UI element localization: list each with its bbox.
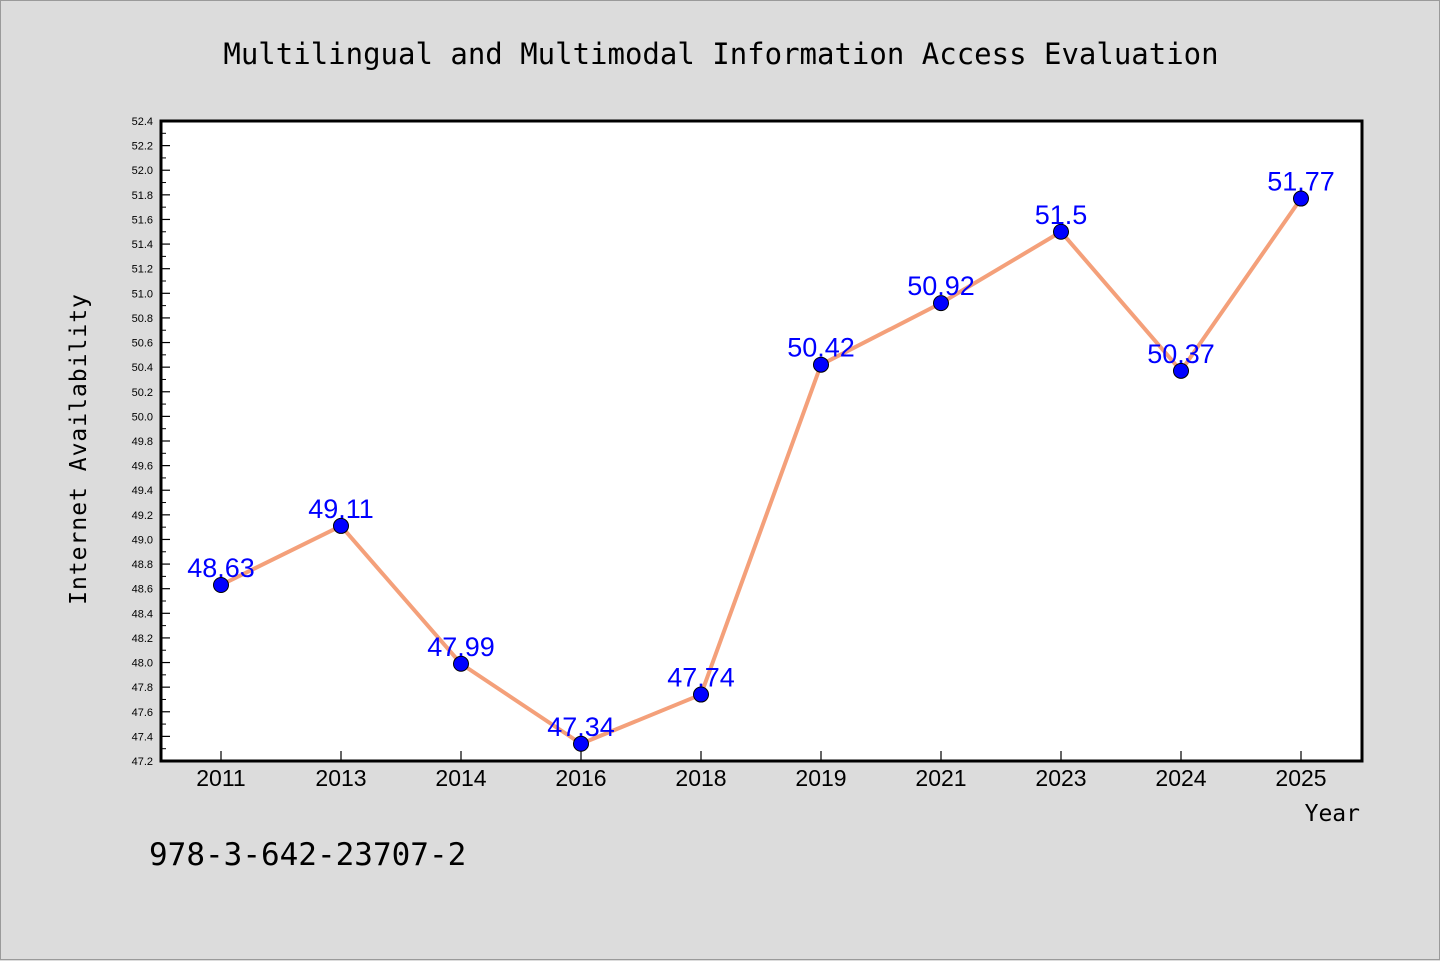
data-point: [453, 655, 469, 672]
data-labels-group: 48.63 49.11 47.99 47.34 47.74 50.42 50.92 51.5 5…: [187, 167, 1335, 742]
data-point: [693, 686, 709, 703]
series-line-group: [213, 190, 1309, 752]
y-tick-label: 48.8: [132, 559, 153, 571]
data-label: 51.77: [1267, 167, 1335, 197]
y-tick-label: 51.2: [132, 264, 153, 276]
x-tick-label: 2016: [555, 765, 606, 791]
y-tick-label: 50.6: [132, 338, 153, 350]
y-tick-label: 48.6: [132, 584, 153, 596]
data-label: 50.42: [787, 333, 855, 363]
x-axis-label: Year: [1305, 801, 1360, 827]
data-point: [813, 356, 829, 373]
y-tick-label: 50.8: [132, 313, 153, 325]
y-tick-label: 47.6: [132, 707, 153, 719]
y-tick-label: 51.0: [132, 288, 153, 300]
data-label: 47.99: [427, 632, 495, 662]
data-label: 49.11: [308, 494, 374, 524]
y-tick-label: 52.2: [132, 141, 153, 153]
x-tick-label: 2021: [915, 765, 966, 791]
data-point: [333, 517, 349, 534]
data-point: [1053, 223, 1069, 240]
data-label: 47.34: [547, 712, 615, 742]
y-tick-label: 50.2: [132, 387, 153, 399]
data-point: [573, 735, 589, 752]
y-axis: 47.2 47.4 47.6 47.8 48.0 48.2 48.4 48.6 48.8 49.0…: [132, 116, 170, 768]
plot-area: [159, 119, 1364, 763]
y-tick-label: 48.0: [132, 658, 153, 670]
y-tick-label: 52.4: [132, 116, 153, 128]
y-tick-label: 49.4: [132, 485, 153, 497]
y-tick-label: 50.4: [132, 362, 153, 374]
y-tick-label: 47.2: [132, 756, 153, 768]
x-tick-label: 2013: [315, 765, 366, 791]
y-tick-label: 48.2: [132, 633, 153, 645]
y-tick-label: 52.0: [132, 165, 153, 177]
chart-title: Multilingual and Multimodal Information …: [223, 37, 1218, 71]
x-axis: 2011 2013 2014 2016 2018 2019 2021 2023 2024 2025: [196, 751, 1327, 791]
x-tick-label: 2023: [1035, 765, 1086, 791]
x-tick-label: 2011: [196, 765, 245, 791]
x-tick-label: 2025: [1275, 765, 1326, 791]
data-point: [1173, 362, 1189, 379]
y-tick-label: 49.8: [132, 436, 153, 448]
isbn-text: 978-3-642-23707-2: [149, 837, 466, 873]
data-point: [1293, 190, 1309, 207]
y-axis-label: Internet Availability: [66, 293, 92, 605]
data-label: 47.74: [667, 663, 735, 693]
y-tick-label: 49.2: [132, 510, 153, 522]
y-tick-label: 47.8: [132, 682, 153, 694]
data-label: 50.92: [907, 271, 975, 301]
x-tick-label: 2018: [675, 765, 726, 791]
y-tick-label: 49.0: [132, 534, 153, 546]
y-tick-label: 48.4: [132, 608, 153, 620]
data-label: 48.63: [187, 553, 255, 583]
y-tick-label: 51.4: [132, 239, 153, 251]
x-tick-label: 2019: [795, 765, 846, 791]
data-point: [213, 577, 229, 593]
y-tick-label: 51.6: [132, 214, 153, 226]
x-tick-label: 2014: [435, 765, 486, 791]
data-label: 51.5: [1035, 200, 1088, 230]
data-point: [933, 295, 949, 312]
x-tick-label: 2024: [1155, 765, 1206, 791]
y-tick-label: 47.4: [132, 731, 153, 743]
y-tick-label: 49.6: [132, 461, 153, 473]
series-line: [220, 197, 1303, 746]
y-tick-label: 51.8: [132, 190, 153, 202]
data-label: 50.37: [1147, 339, 1215, 369]
y-tick-label: 50.0: [132, 411, 153, 423]
